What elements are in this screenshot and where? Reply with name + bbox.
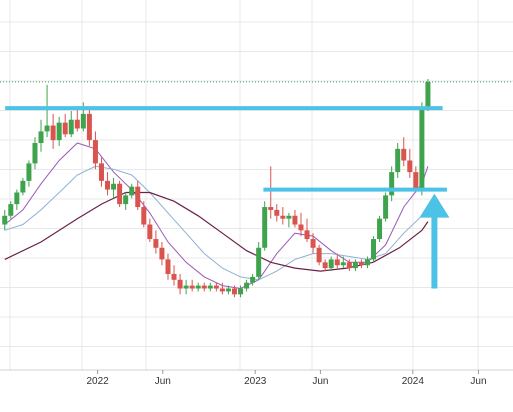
candle-body: [250, 276, 256, 283]
candle-body: [105, 180, 111, 190]
candle-body: [123, 195, 129, 205]
candle-body: [32, 143, 38, 164]
candle-body: [153, 239, 159, 248]
candle-body: [256, 247, 262, 277]
candle-body: [244, 282, 250, 289]
candle-body: [268, 207, 274, 210]
candle-body: [80, 113, 86, 129]
arrow-head: [419, 193, 450, 218]
candle-body: [419, 108, 425, 190]
candle-body: [195, 285, 201, 289]
ma_fast-line: [4, 142, 429, 290]
candles: [2, 79, 431, 298]
x-tick-label: Jun: [470, 376, 486, 387]
candle-body: [38, 131, 44, 144]
candle-body: [98, 163, 104, 181]
candle-body: [286, 215, 292, 219]
candle-body: [377, 218, 383, 240]
candle-body: [310, 239, 316, 248]
candle-body: [334, 259, 340, 266]
candle-body: [111, 183, 117, 190]
candle-body: [352, 262, 358, 269]
candle-body: [44, 125, 50, 132]
candle-body: [86, 113, 92, 141]
candle-body: [274, 209, 280, 216]
candle-body: [147, 224, 153, 240]
candle-body: [292, 215, 298, 225]
ma_slow-line: [4, 191, 429, 272]
candle-body: [262, 207, 268, 248]
candle-body: [183, 285, 189, 289]
candle-body: [135, 186, 141, 208]
candle-body: [298, 224, 304, 231]
candle-body: [2, 215, 8, 225]
x-tick-label: Jun: [312, 376, 328, 387]
candle-body: [383, 195, 389, 219]
candle-body: [425, 81, 431, 109]
candle-body: [238, 288, 244, 295]
candle-body: [165, 259, 171, 274]
x-tick-label: 2023: [244, 376, 267, 387]
candle-body: [213, 285, 219, 289]
x-tick-label: 2024: [402, 376, 425, 387]
candle-body: [304, 230, 310, 240]
candle-body: [389, 172, 395, 196]
x-tick-label: Jun: [155, 376, 171, 387]
candle-body: [159, 247, 165, 260]
candle-body: [68, 119, 74, 135]
candle-body: [358, 262, 364, 266]
candle-body: [171, 273, 177, 280]
candle-body: [225, 288, 231, 292]
x-axis: 2022 Jun 2023 Jun 2024 Jun: [86, 370, 487, 387]
candle-body: [8, 204, 14, 216]
candle-body: [56, 122, 62, 141]
candle-body: [129, 186, 135, 196]
candle-body: [413, 172, 419, 190]
candle-body: [141, 207, 147, 225]
candle-body: [401, 148, 407, 161]
candle-body: [207, 285, 213, 289]
candle-body: [117, 183, 123, 205]
candle-body: [189, 285, 195, 289]
candle-body: [26, 163, 32, 181]
candle-body: [74, 119, 80, 129]
candle-body: [219, 288, 225, 292]
candle-body: [316, 247, 322, 263]
candle-body: [50, 125, 56, 141]
x-tick-label: 2022: [86, 376, 109, 387]
candle-body: [328, 259, 334, 269]
candle-body: [177, 279, 183, 289]
candle-body: [407, 160, 413, 173]
candle-body: [340, 262, 346, 266]
candle-body: [14, 192, 20, 205]
candle-body: [62, 122, 68, 135]
candle-body: [280, 215, 286, 219]
candle-body: [395, 148, 401, 173]
candle-body: [364, 259, 370, 266]
candle-body: [346, 262, 352, 269]
grid: [0, 0, 513, 371]
candle-body: [371, 239, 377, 260]
candle-body: [92, 140, 98, 164]
moving-averages: [4, 142, 429, 290]
candle-body: [322, 262, 328, 269]
candle-body: [201, 285, 207, 289]
annotations: [0, 81, 513, 289]
candle-body: [20, 180, 26, 193]
candle-body: [231, 288, 237, 295]
